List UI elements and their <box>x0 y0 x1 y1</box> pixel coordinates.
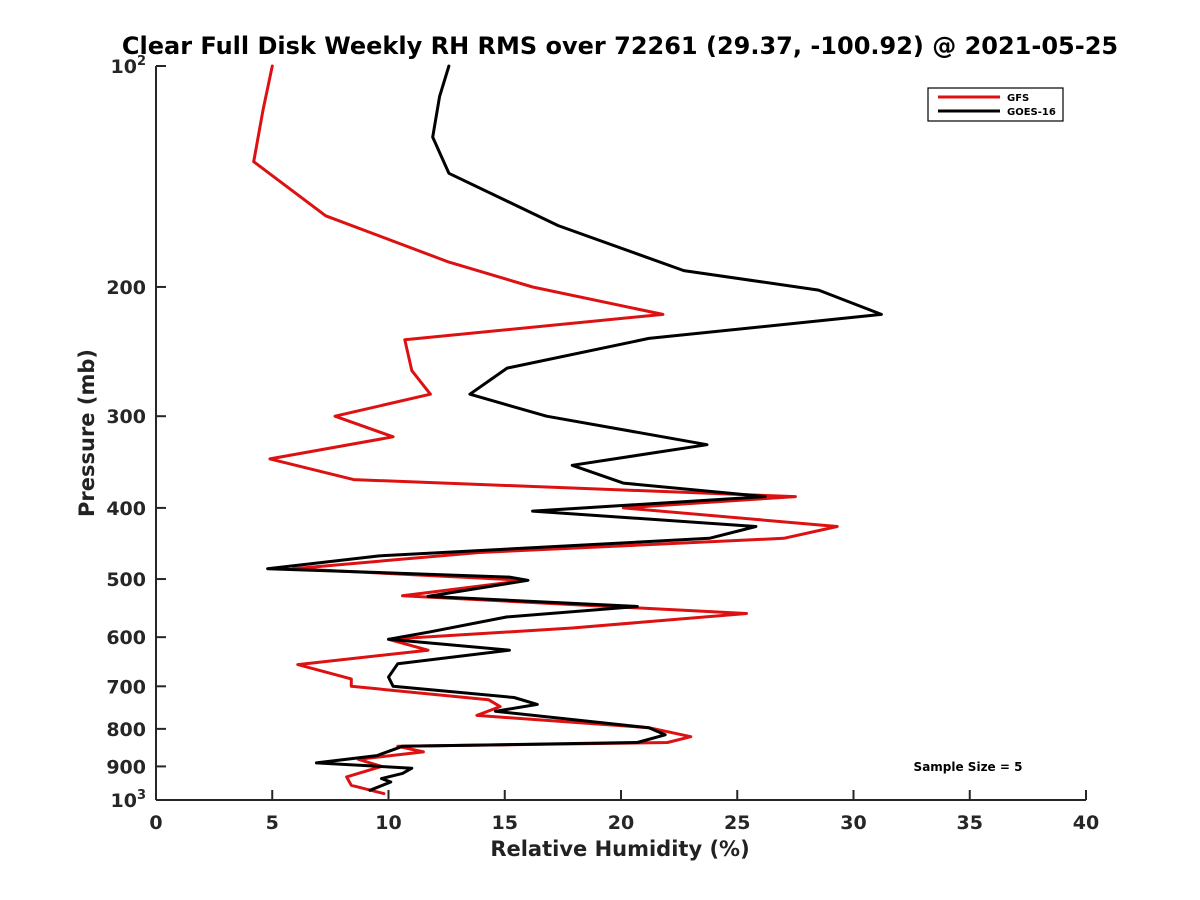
y-tick-label: 900 <box>106 756 146 778</box>
x-tick-label: 30 <box>840 812 866 834</box>
x-tick-label: 5 <box>266 812 279 834</box>
y-tick-label: 500 <box>106 569 146 591</box>
y-tick-label: 700 <box>106 676 146 698</box>
series-line-gfs <box>252 64 839 796</box>
sample-size-annotation: Sample Size = 5 <box>914 760 1023 774</box>
x-tick-label: 40 <box>1073 812 1099 834</box>
x-axis-label: Relative Humidity (%) <box>490 837 749 861</box>
series-layer <box>252 64 883 796</box>
y-tick-label: 103 <box>111 788 147 812</box>
x-axis-ticks: 0 5 10 15 20 25 30 35 40 <box>149 790 1099 834</box>
x-tick-label: 0 <box>149 812 162 834</box>
x-tick-label: 35 <box>957 812 983 834</box>
y-tick-label: 600 <box>106 627 146 649</box>
y-axis-ticks: 102 200 300 400 500 600 700 800 900 103 <box>106 54 166 812</box>
legend-label-goes-16: GOES-16 <box>1007 107 1056 118</box>
legend: GFS GOES-16 <box>927 87 1064 122</box>
y-tick-label: 800 <box>106 719 146 741</box>
y-tick-label: 400 <box>106 498 146 520</box>
plot-area <box>155 66 1086 801</box>
x-tick-label: 15 <box>492 812 518 834</box>
y-tick-label: 200 <box>106 277 146 299</box>
y-tick-label: 102 <box>111 54 147 78</box>
y-tick-label: 300 <box>106 406 146 428</box>
chart-title: Clear Full Disk Weekly RH RMS over 72261… <box>122 32 1118 60</box>
legend-box <box>927 87 1064 122</box>
series-line-goes-16 <box>266 64 883 792</box>
x-tick-label: 10 <box>375 812 401 834</box>
legend-label-gfs: GFS <box>1007 93 1029 104</box>
x-tick-label: 25 <box>724 812 750 834</box>
y-axis-label: Pressure (mb) <box>75 349 99 517</box>
x-tick-label: 20 <box>608 812 634 834</box>
